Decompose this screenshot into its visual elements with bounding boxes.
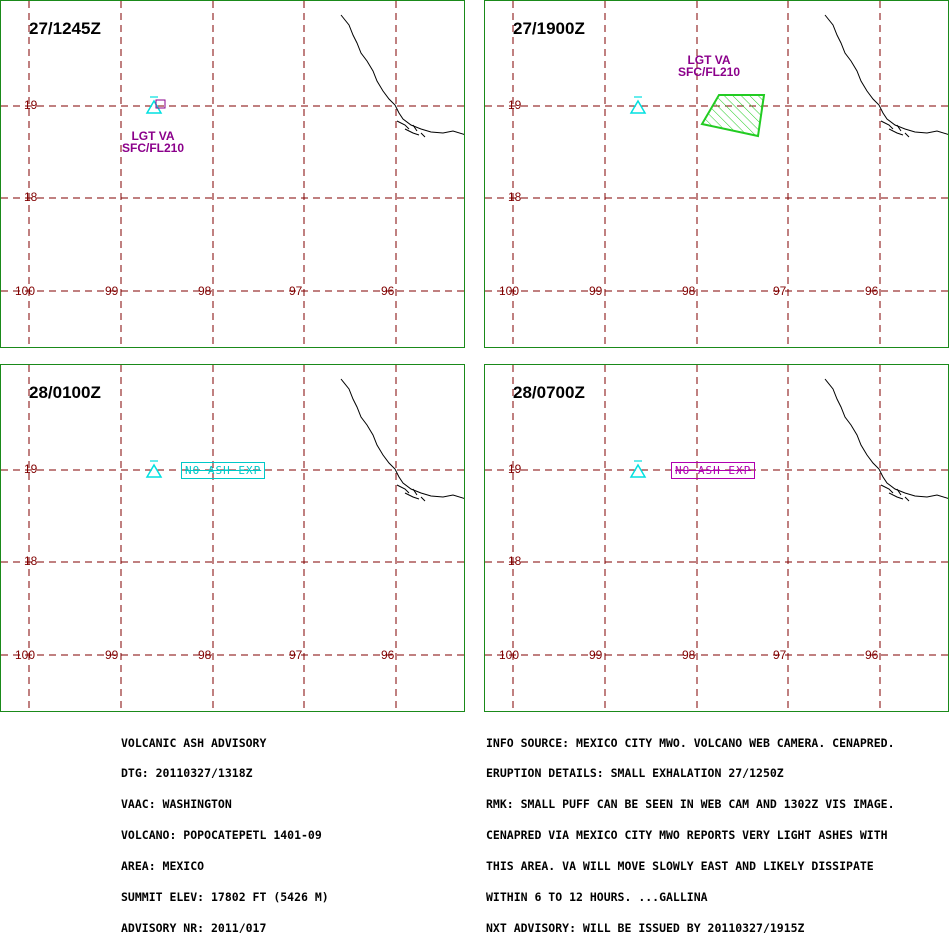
lon-label-99: 99 <box>589 648 603 662</box>
coastline-detail <box>396 484 426 502</box>
map-canvas <box>485 365 948 711</box>
lon-label-99: 99 <box>589 284 603 298</box>
lon-label-98: 98 <box>198 284 212 298</box>
volcano-icon <box>629 463 647 478</box>
panel-time-label: 27/1245Z <box>29 19 101 38</box>
lat-label-19: 19 <box>508 98 522 112</box>
ash-area-outline <box>155 99 166 109</box>
ash-label: LGT VA SFC/FL210 <box>669 54 749 78</box>
coastline <box>340 14 464 135</box>
lat-label-18: 18 <box>508 554 522 568</box>
volcano-icon <box>145 463 163 478</box>
lon-label-98: 98 <box>198 648 212 662</box>
ash-label-intensity: LGT VA <box>687 53 731 67</box>
lon-label-99: 99 <box>105 648 119 662</box>
coastline <box>340 378 464 499</box>
lon-label-97: 97 <box>289 284 303 298</box>
lon-label-100: 100 <box>499 284 520 298</box>
lat-label-18: 18 <box>24 190 38 204</box>
coastline <box>824 378 948 499</box>
advisory-line: RMK: SMALL PUFF CAN BE SEEN IN WEB CAM A… <box>486 797 895 812</box>
advisory-line: SUMMIT ELEV: 17802 FT (5426 M) <box>121 890 329 905</box>
volcano-icon <box>145 99 163 114</box>
advisory-header-block: VOLCANIC ASH ADVISORY DTG: 20110327/1318… <box>121 717 329 944</box>
coastline-detail <box>396 120 426 138</box>
ash-label: LGT VA SFC/FL210 <box>113 130 193 154</box>
lon-label-96: 96 <box>865 284 879 298</box>
coastline <box>824 14 948 135</box>
lon-label-96: 96 <box>865 648 879 662</box>
advisory-line: CENAPRED VIA MEXICO CITY MWO REPORTS VER… <box>486 828 888 843</box>
ash-label-levels: SFC/FL210 <box>121 141 184 155</box>
map-canvas <box>1 365 464 711</box>
coastline-detail <box>880 484 910 502</box>
coastline-detail <box>880 120 910 138</box>
ash-label-intensity: LGT VA <box>131 129 175 143</box>
lon-label-98: 98 <box>682 284 696 298</box>
advisory-line: VOLCANIC ASH ADVISORY <box>121 735 267 750</box>
no-ash-expected-box: NO ASH EXP <box>671 462 756 479</box>
advisory-line: WITHIN 6 TO 12 HOURS. ...GALLINA <box>486 890 708 905</box>
map-panel-4: 28/0700Z 19 18 100 99 98 97 96 NO ASH EX… <box>484 364 949 712</box>
advisory-details-block: INFO SOURCE: MEXICO CITY MWO. VOLCANO WE… <box>486 717 895 944</box>
lat-label-19: 19 <box>24 462 38 476</box>
map-canvas <box>1 1 464 347</box>
lon-label-100: 100 <box>15 648 36 662</box>
lat-label-19: 19 <box>508 462 522 476</box>
advisory-line: DTG: 20110327/1318Z <box>121 766 253 781</box>
lon-label-100: 100 <box>499 648 520 662</box>
map-canvas <box>485 1 948 347</box>
map-panel-2: 27/1900Z 19 18 100 99 98 97 96 LGT VA SF… <box>484 0 949 348</box>
advisory-line: VOLCANO: POPOCATEPETL 1401-09 <box>121 828 322 843</box>
advisory-line: AREA: MEXICO <box>121 859 205 874</box>
lat-label-18: 18 <box>508 190 522 204</box>
lon-label-100: 100 <box>15 284 36 298</box>
lon-label-97: 97 <box>773 284 787 298</box>
lon-label-97: 97 <box>773 648 787 662</box>
no-ash-expected-box: NO ASH EXP <box>181 462 266 479</box>
lon-label-96: 96 <box>381 284 395 298</box>
advisory-line: ERUPTION DETAILS: SMALL EXHALATION 27/12… <box>486 766 784 781</box>
panel-time-label: 28/0700Z <box>513 383 585 402</box>
map-panel-3: 28/0100Z 19 18 100 99 98 97 96 NO ASH EX… <box>0 364 465 712</box>
advisory-line: VAAC: WASHINGTON <box>121 797 232 812</box>
advisory-line: THIS AREA. VA WILL MOVE SLOWLY EAST AND … <box>486 859 874 874</box>
ash-area-polygon <box>700 94 766 138</box>
advisory-line: NXT ADVISORY: WILL BE ISSUED BY 20110327… <box>486 920 805 935</box>
lat-label-18: 18 <box>24 554 38 568</box>
panel-time-label: 28/0100Z <box>29 383 101 402</box>
panel-time-label: 27/1900Z <box>513 19 585 38</box>
ash-label-levels: SFC/FL210 <box>677 65 740 79</box>
lon-label-98: 98 <box>682 648 696 662</box>
lat-label-19: 19 <box>24 98 38 112</box>
advisory-line: ADVISORY NR: 2011/017 <box>121 920 267 935</box>
lon-label-97: 97 <box>289 648 303 662</box>
map-panel-1: 27/1245Z 19 18 100 99 98 97 96 LGT VA SF… <box>0 0 465 348</box>
lon-label-96: 96 <box>381 648 395 662</box>
advisory-line: INFO SOURCE: MEXICO CITY MWO. VOLCANO WE… <box>486 735 895 750</box>
volcano-icon <box>629 99 647 114</box>
lon-label-99: 99 <box>105 284 119 298</box>
